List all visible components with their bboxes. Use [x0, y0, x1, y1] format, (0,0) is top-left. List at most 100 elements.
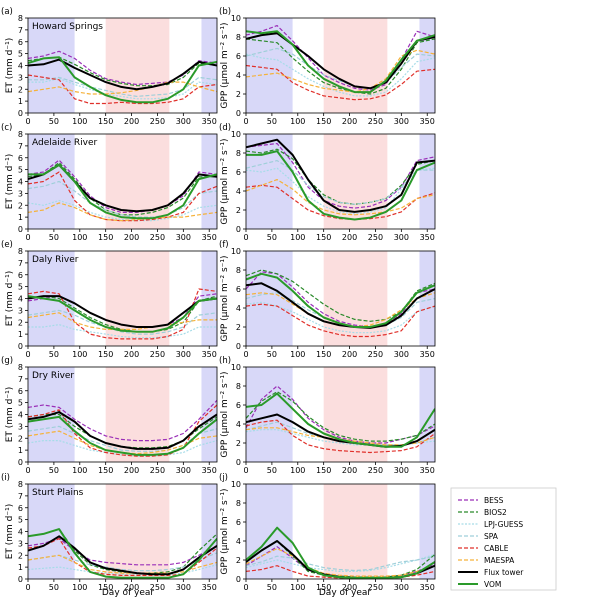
- x-tick-label: 250: [150, 583, 165, 592]
- y-tick-label: 2: [18, 85, 23, 94]
- x-tick-label: 0: [25, 583, 30, 592]
- legend-label: BIOS2: [484, 508, 507, 517]
- series-line-flux-tower: [246, 282, 435, 329]
- dry-season-band: [105, 18, 170, 113]
- x-tick-label: 250: [150, 117, 165, 126]
- series-line-vom: [28, 56, 217, 104]
- y-axis-label: ET (mm d⁻¹): [5, 504, 15, 560]
- series-line-maespa: [246, 179, 435, 216]
- x-tick-label: 300: [394, 233, 409, 242]
- wet-season-band: [201, 134, 217, 229]
- y-axis-label: GPP (μmol m⁻² s⁻¹): [220, 488, 230, 574]
- x-tick-label: 50: [49, 117, 59, 126]
- y-axis-label: GPP (μmol m⁻² s⁻¹): [220, 255, 230, 341]
- y-tick-label: 6: [18, 387, 23, 396]
- y-tick-label: 4: [18, 295, 23, 304]
- series-group: [246, 138, 435, 221]
- x-tick-label: 200: [342, 350, 357, 359]
- panel-letter: (e): [1, 240, 13, 250]
- y-tick-label: 0: [18, 225, 23, 234]
- series-line-flux-tower: [28, 535, 217, 576]
- y-tick-label: 2: [18, 318, 23, 327]
- dry-season-band: [323, 367, 388, 462]
- series-line-cable: [246, 64, 435, 101]
- x-tick-label: 300: [394, 466, 409, 475]
- y-tick-label: 2: [18, 201, 23, 210]
- wet-season-band: [246, 251, 293, 346]
- series-line-flux-tower: [28, 411, 217, 450]
- x-tick-label: 200: [342, 117, 357, 126]
- y-tick-label: 10: [231, 130, 241, 139]
- wet-season-band: [246, 367, 293, 462]
- y-tick-label: 5: [18, 399, 23, 408]
- panel-letter: (g): [1, 356, 13, 366]
- wet-season-band: [419, 134, 435, 229]
- series-group: [28, 288, 217, 340]
- panel-letter: (i): [1, 473, 10, 483]
- x-tick-label: 200: [124, 583, 139, 592]
- series-line-maespa: [28, 312, 217, 330]
- site-title: Howard Springs: [32, 22, 103, 32]
- y-axis-label: ET (mm d⁻¹): [5, 38, 15, 94]
- x-tick-label: 100: [290, 117, 305, 126]
- y-tick-label: 0: [18, 575, 23, 584]
- legend-label: BESS: [484, 496, 504, 505]
- y-tick-label: 2: [236, 439, 241, 448]
- y-tick-label: 6: [18, 154, 23, 163]
- series-group: [28, 50, 217, 105]
- x-tick-label: 50: [49, 350, 59, 359]
- series-group: [246, 385, 435, 454]
- y-tick-label: 5: [18, 283, 23, 292]
- x-tick-label: 200: [342, 583, 357, 592]
- dry-season-band: [323, 251, 388, 346]
- y-tick-label: 10: [231, 14, 241, 23]
- y-tick-label: 4: [236, 537, 241, 546]
- y-tick-label: 4: [18, 528, 23, 537]
- y-tick-label: 3: [18, 539, 23, 548]
- x-tick-label: 100: [72, 466, 87, 475]
- panel-letter: (b): [219, 7, 231, 17]
- x-tick-label: 50: [267, 583, 277, 592]
- x-tick-label: 250: [368, 350, 383, 359]
- x-tick-label: 300: [176, 583, 191, 592]
- x-tick-label: 250: [368, 117, 383, 126]
- y-tick-label: 8: [18, 247, 23, 256]
- x-tick-label: 150: [98, 583, 113, 592]
- series-line-spa: [246, 47, 435, 89]
- series-line-lpj-guess: [28, 324, 217, 339]
- x-tick-label: 100: [72, 117, 87, 126]
- y-tick-label: 1: [18, 97, 23, 106]
- legend-label: MAESPA: [484, 556, 515, 565]
- x-tick-label: 150: [316, 350, 331, 359]
- y-tick-label: 8: [18, 130, 23, 139]
- x-tick-label: 100: [290, 233, 305, 242]
- x-tick-label: 300: [394, 117, 409, 126]
- axes-frame: [245, 250, 436, 347]
- series-line-cable: [28, 74, 217, 105]
- x-tick-label: 300: [176, 117, 191, 126]
- series-line-spa: [28, 425, 217, 452]
- y-tick-label: 6: [236, 168, 241, 177]
- panel-c: 0 50 100 150 200 250 300 350 0 1 2 3 4 5 6 7 8 ET (mm d⁻¹…: [1, 123, 218, 242]
- series-line-maespa: [246, 547, 435, 577]
- y-tick-label: 4: [18, 178, 23, 187]
- y-tick-label: 6: [236, 518, 241, 527]
- panel-letter: (j): [219, 473, 228, 483]
- x-tick-label: 350: [420, 233, 435, 242]
- series-line-lpj-guess: [28, 199, 217, 222]
- x-tick-label: 200: [124, 117, 139, 126]
- series-line-lpj-guess: [28, 77, 217, 100]
- x-tick-label: 150: [316, 117, 331, 126]
- panel-letter: (d): [219, 123, 231, 133]
- y-tick-label: 4: [236, 71, 241, 80]
- y-tick-label: 0: [236, 342, 241, 351]
- x-tick-label: 150: [316, 583, 331, 592]
- x-tick-label: 200: [342, 466, 357, 475]
- wet-season-band: [419, 251, 435, 346]
- series-line-spa: [246, 160, 435, 205]
- series-line-vom: [28, 295, 217, 333]
- x-tick-label: 0: [243, 466, 248, 475]
